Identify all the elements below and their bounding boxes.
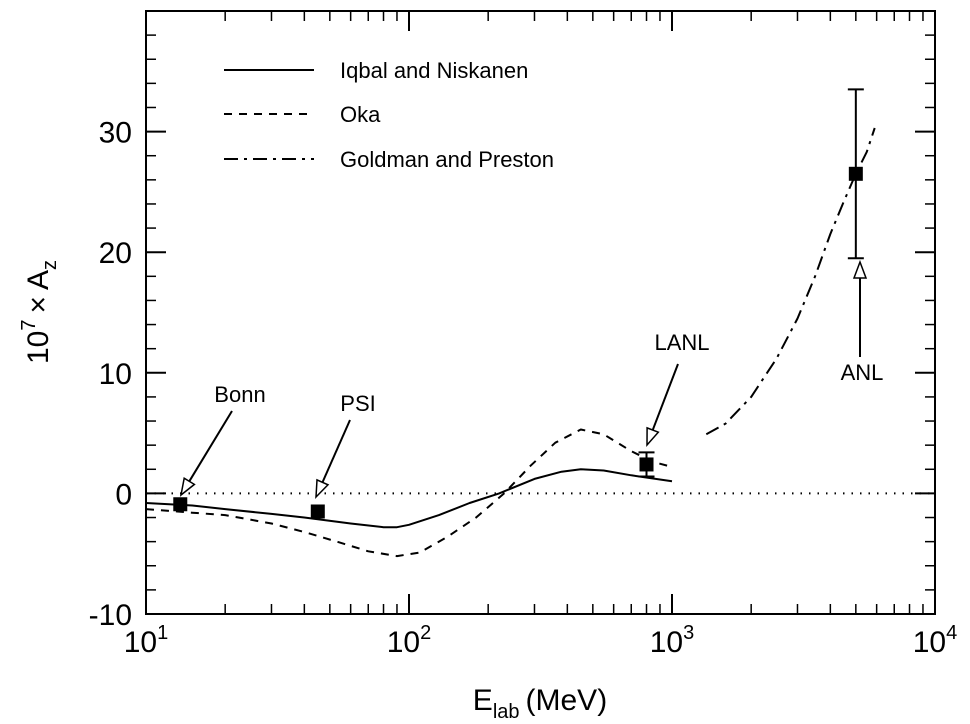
legend: Iqbal and Niskanen Oka Goldman and Prest… xyxy=(224,58,554,172)
y-tick-label: 30 xyxy=(99,117,132,150)
y-axis-label-sub: z xyxy=(39,260,61,270)
arrow-head-psi xyxy=(315,478,330,499)
x-tick-label-base: 10 xyxy=(387,626,420,659)
y-axis-label-times: × xyxy=(22,296,55,314)
data-point-psi xyxy=(310,504,325,519)
x-axis-label-sub: lab xyxy=(493,701,520,723)
x-axis-label: Elab (MeV) xyxy=(473,684,607,723)
x-tick-label: 101 xyxy=(124,622,169,659)
data-point-lanl xyxy=(639,457,654,472)
annotation-psi: PSI xyxy=(340,391,375,416)
x-tick-label-base: 10 xyxy=(124,626,157,659)
series-line-0 xyxy=(145,468,673,529)
x-tick-label: 104 xyxy=(913,622,958,659)
arrow-shaft-psi xyxy=(321,419,351,483)
y-axis-label: 107 × Az xyxy=(18,260,61,364)
y-axis-label-exp: 7 xyxy=(18,320,40,331)
x-tick-label-exp: 1 xyxy=(157,622,168,644)
data-point-bonn xyxy=(173,497,188,512)
y-axis-label-var: A xyxy=(22,270,55,290)
arrow-head-bonn xyxy=(179,476,196,497)
arrow-head-lanl xyxy=(646,426,660,447)
x-tick-label-exp: 4 xyxy=(946,622,957,644)
x-axis-label-unit: (MeV) xyxy=(526,684,608,717)
annotation-lanl: LANL xyxy=(654,330,709,355)
labels-layer: Bonn PSI LANL ANL xyxy=(179,259,884,499)
arrow-head-anl xyxy=(852,259,868,279)
legend-label-iqbal: Iqbal and Niskanen xyxy=(340,58,528,83)
x-tick-label: 102 xyxy=(387,622,432,659)
series-line-2 xyxy=(705,127,876,436)
annotation-bonn: Bonn xyxy=(214,382,265,407)
points-layer xyxy=(173,88,864,519)
y-tick-label: 20 xyxy=(99,237,132,270)
y-tick-label: -10 xyxy=(89,599,132,632)
x-tick-label-exp: 2 xyxy=(420,622,431,644)
y-axis-label-base: 10 xyxy=(22,331,55,364)
x-axis-label-main: E xyxy=(473,684,493,717)
plot-frame xyxy=(145,10,936,615)
x-tick-label-exp: 3 xyxy=(683,622,694,644)
x-tick-label: 103 xyxy=(650,622,695,659)
legend-label-goldman: Goldman and Preston xyxy=(340,147,554,172)
arrow-shaft-lanl xyxy=(651,363,679,431)
x-tick-label-base: 10 xyxy=(650,626,683,659)
x-tick-label-base: 10 xyxy=(913,626,946,659)
legend-label-oka: Oka xyxy=(340,102,381,127)
arrow-shaft-bonn xyxy=(188,410,233,482)
data-point-anl xyxy=(848,166,863,181)
series-line-1 xyxy=(145,428,673,558)
annotation-anl: ANL xyxy=(841,360,884,385)
y-tick-label: 10 xyxy=(99,358,132,391)
y-tick-label: 0 xyxy=(115,478,132,511)
series-layer xyxy=(145,127,876,558)
